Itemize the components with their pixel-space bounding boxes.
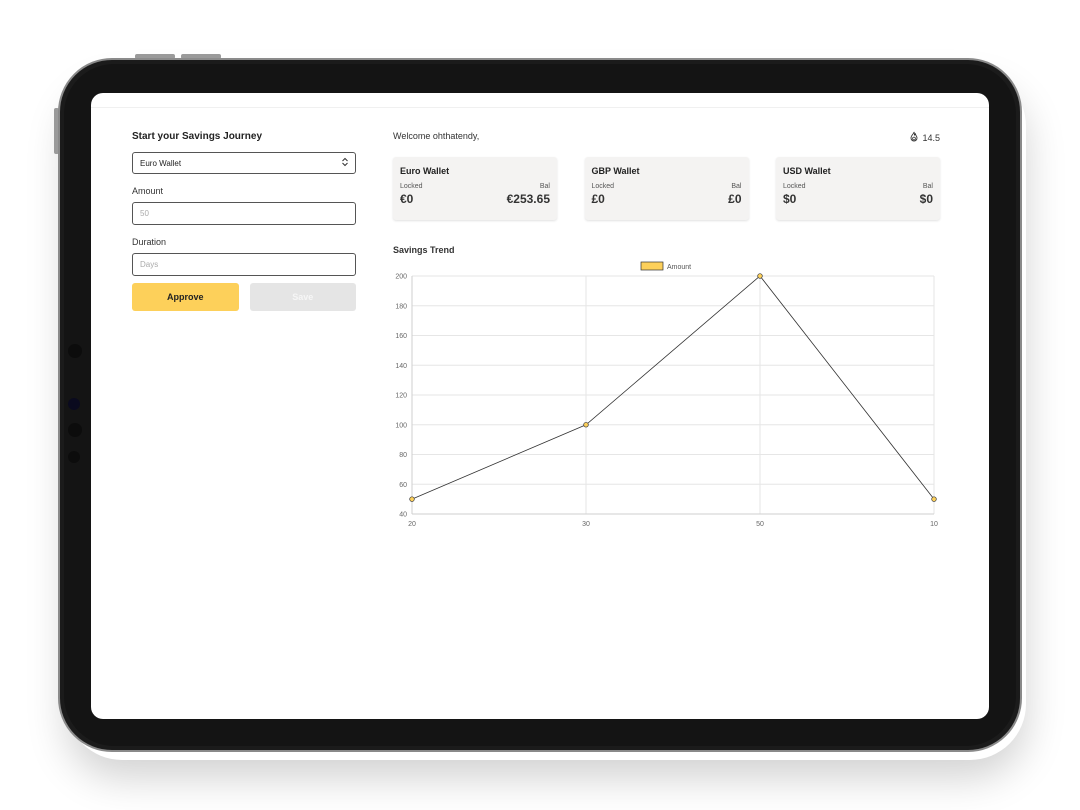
- y-tick-label: 140: [395, 363, 407, 370]
- y-tick-label: 80: [399, 452, 407, 459]
- select-arrows-icon: [341, 157, 349, 169]
- amount-input[interactable]: 50: [132, 202, 356, 225]
- data-point: [931, 496, 937, 502]
- y-tick-label: 180: [395, 303, 407, 310]
- savings-form: Start your Savings Journey Euro Wallet A…: [132, 131, 356, 311]
- locked-label: Locked: [400, 183, 423, 190]
- camera-sensor: [68, 344, 82, 358]
- y-tick-label: 40: [399, 512, 407, 519]
- amount-label: Amount: [132, 186, 164, 196]
- camera-lens: [68, 398, 80, 410]
- header-divider: [91, 107, 989, 108]
- data-point: [583, 422, 589, 428]
- y-tick-label: 160: [395, 333, 407, 340]
- points-value: 14.5: [922, 133, 940, 143]
- locked-value: £0: [591, 192, 605, 206]
- dashboard: Welcome ohthatendy, 14.5 Euro Wallet Loc…: [393, 131, 940, 528]
- locked-label: Locked: [783, 183, 806, 190]
- wallet-name: USD Wallet: [783, 166, 831, 176]
- wallet-card-euro[interactable]: Euro Wallet Locked Bal €0 €253.65: [393, 157, 557, 220]
- power-button: [181, 54, 221, 59]
- wallet-cards: Euro Wallet Locked Bal €0 €253.65 GBP Wall…: [393, 157, 940, 220]
- approve-button[interactable]: Approve: [132, 283, 239, 311]
- y-tick-label: 60: [399, 482, 407, 489]
- volume-button: [135, 54, 175, 59]
- locked-value: $0: [783, 192, 797, 206]
- side-button: [54, 108, 59, 154]
- savings-trend-title: Savings Trend: [393, 245, 455, 255]
- x-tick-label: 10: [930, 521, 938, 528]
- wallet-name: GBP Wallet: [591, 166, 640, 176]
- data-point: [409, 496, 415, 502]
- x-tick-label: 20: [408, 521, 416, 528]
- x-tick-label: 30: [582, 521, 590, 528]
- bal-label: Bal: [922, 183, 933, 190]
- camera-sensor: [68, 451, 80, 463]
- app-screen: Start your Savings Journey Euro Wallet A…: [91, 93, 989, 719]
- duration-label: Duration: [132, 237, 167, 247]
- wallet-select-value: Euro Wallet: [140, 158, 182, 168]
- welcome-text: Welcome ohthatendy,: [393, 131, 480, 141]
- wallet-select[interactable]: Euro Wallet: [132, 152, 356, 174]
- y-tick-label: 120: [395, 393, 407, 400]
- points-badge: 14.5: [908, 131, 940, 145]
- bal-label: Bal: [539, 183, 550, 190]
- wallet-card-usd[interactable]: USD Wallet Locked Bal $0 $0: [776, 157, 940, 220]
- x-tick-label: 50: [756, 521, 764, 528]
- locked-label: Locked: [591, 183, 615, 190]
- y-tick-label: 100: [395, 422, 407, 429]
- legend-label: Amount: [667, 264, 691, 271]
- balance-value: $0: [919, 192, 933, 206]
- wallet-name: Euro Wallet: [400, 166, 450, 176]
- save-button[interactable]: Save: [249, 283, 356, 311]
- legend-swatch: [640, 261, 664, 271]
- y-tick-label: 200: [395, 274, 407, 281]
- wallet-card-gbp[interactable]: GBP Wallet Locked Bal £0 £0: [584, 157, 749, 220]
- duration-input[interactable]: Days: [132, 253, 356, 276]
- series-line: [411, 275, 935, 500]
- amount-value: 50: [140, 209, 149, 218]
- form-title: Start your Savings Journey: [132, 131, 263, 142]
- data-point: [757, 273, 763, 279]
- camera-sensor: [68, 423, 82, 437]
- flame-icon: [908, 131, 920, 145]
- savings-trend-chart: 40 60 80 100 120 140 160 180 200 20 30 50 10 Amount: [395, 261, 938, 528]
- bal-label: Bal: [731, 183, 742, 190]
- duration-placeholder: Days: [140, 260, 159, 269]
- balance-value: €253.65: [506, 192, 550, 206]
- locked-value: €0: [400, 192, 414, 206]
- balance-value: £0: [728, 192, 742, 206]
